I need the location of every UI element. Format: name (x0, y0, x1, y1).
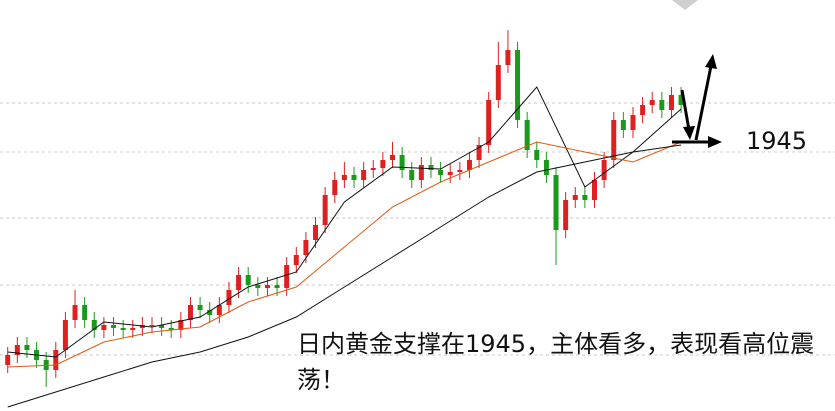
candle-body (505, 50, 511, 65)
candle-body (82, 305, 88, 320)
candle-body (24, 345, 30, 350)
candle-body (226, 290, 232, 305)
candle-body (418, 165, 424, 180)
annotation: 日内黄金支撑在1945，主体看多，表现看高位震荡！ (297, 330, 815, 394)
moving-average (7, 141, 682, 368)
candle-body (197, 305, 203, 310)
candle-body (168, 328, 174, 330)
candle-body (111, 325, 117, 328)
candle-body (72, 305, 78, 320)
candle-body (236, 275, 242, 290)
candle-body (620, 120, 626, 130)
candle-body (582, 195, 588, 200)
candle-body (572, 195, 578, 200)
corner-marker (672, 0, 698, 10)
candle-body (322, 195, 328, 225)
candle-body (640, 105, 646, 115)
candle-body (207, 310, 213, 315)
candle-body (515, 50, 521, 120)
candle-body (592, 180, 598, 200)
candle-body (476, 145, 482, 160)
arrows (672, 54, 722, 148)
candle-body (178, 320, 184, 330)
candle-body (159, 325, 165, 328)
down-arrow-head (683, 126, 695, 140)
candle-body (428, 165, 434, 170)
candle-body (553, 175, 559, 230)
down-arrow (680, 89, 691, 131)
candle-body (678, 95, 684, 105)
moving-average (7, 86, 682, 358)
candle-body (303, 240, 309, 255)
candle-body (62, 320, 68, 350)
candle-body (659, 100, 665, 110)
candle-body (149, 325, 155, 326)
moving-average (7, 144, 682, 408)
candle-body (447, 172, 453, 175)
candle-body (14, 345, 20, 355)
candle-body (563, 200, 569, 230)
support-arrow-head (708, 136, 722, 148)
candle-body (534, 150, 540, 160)
candle-body (361, 170, 367, 180)
candle-body (466, 160, 472, 170)
candle-body (255, 285, 261, 288)
up-arrow (694, 65, 713, 141)
candle-body (120, 328, 126, 330)
candle-body (630, 115, 636, 130)
candle-body (389, 155, 395, 160)
candle-body (293, 255, 299, 265)
candle-body (216, 305, 222, 315)
candle-body (495, 65, 501, 100)
candle-body (486, 100, 492, 145)
candle-body (53, 350, 59, 370)
candle-body (399, 155, 405, 170)
candle-body (370, 168, 376, 170)
candle-body (264, 285, 270, 288)
candle-body (332, 180, 338, 195)
candle-body (649, 100, 655, 105)
candle-body (284, 265, 290, 288)
candle-body (601, 160, 607, 180)
candle-body (91, 320, 97, 330)
support-label: 1945 (746, 127, 807, 155)
candle-body (438, 170, 444, 175)
candle-body (341, 175, 347, 180)
candle-body (668, 95, 674, 110)
candle-body (409, 170, 415, 180)
candle-body (187, 305, 193, 320)
candle-body (351, 175, 357, 180)
candle-body (380, 160, 386, 168)
candle-body (130, 328, 136, 330)
candle-body (5, 355, 11, 365)
candle-body (543, 160, 549, 175)
candle-body (245, 275, 251, 285)
candle-body (611, 120, 617, 160)
candle-body (524, 120, 530, 150)
up-arrow-head (705, 54, 717, 69)
candle-body (313, 225, 319, 240)
candle-body (101, 325, 107, 330)
candle-body (274, 285, 280, 288)
candle-body (457, 170, 463, 172)
